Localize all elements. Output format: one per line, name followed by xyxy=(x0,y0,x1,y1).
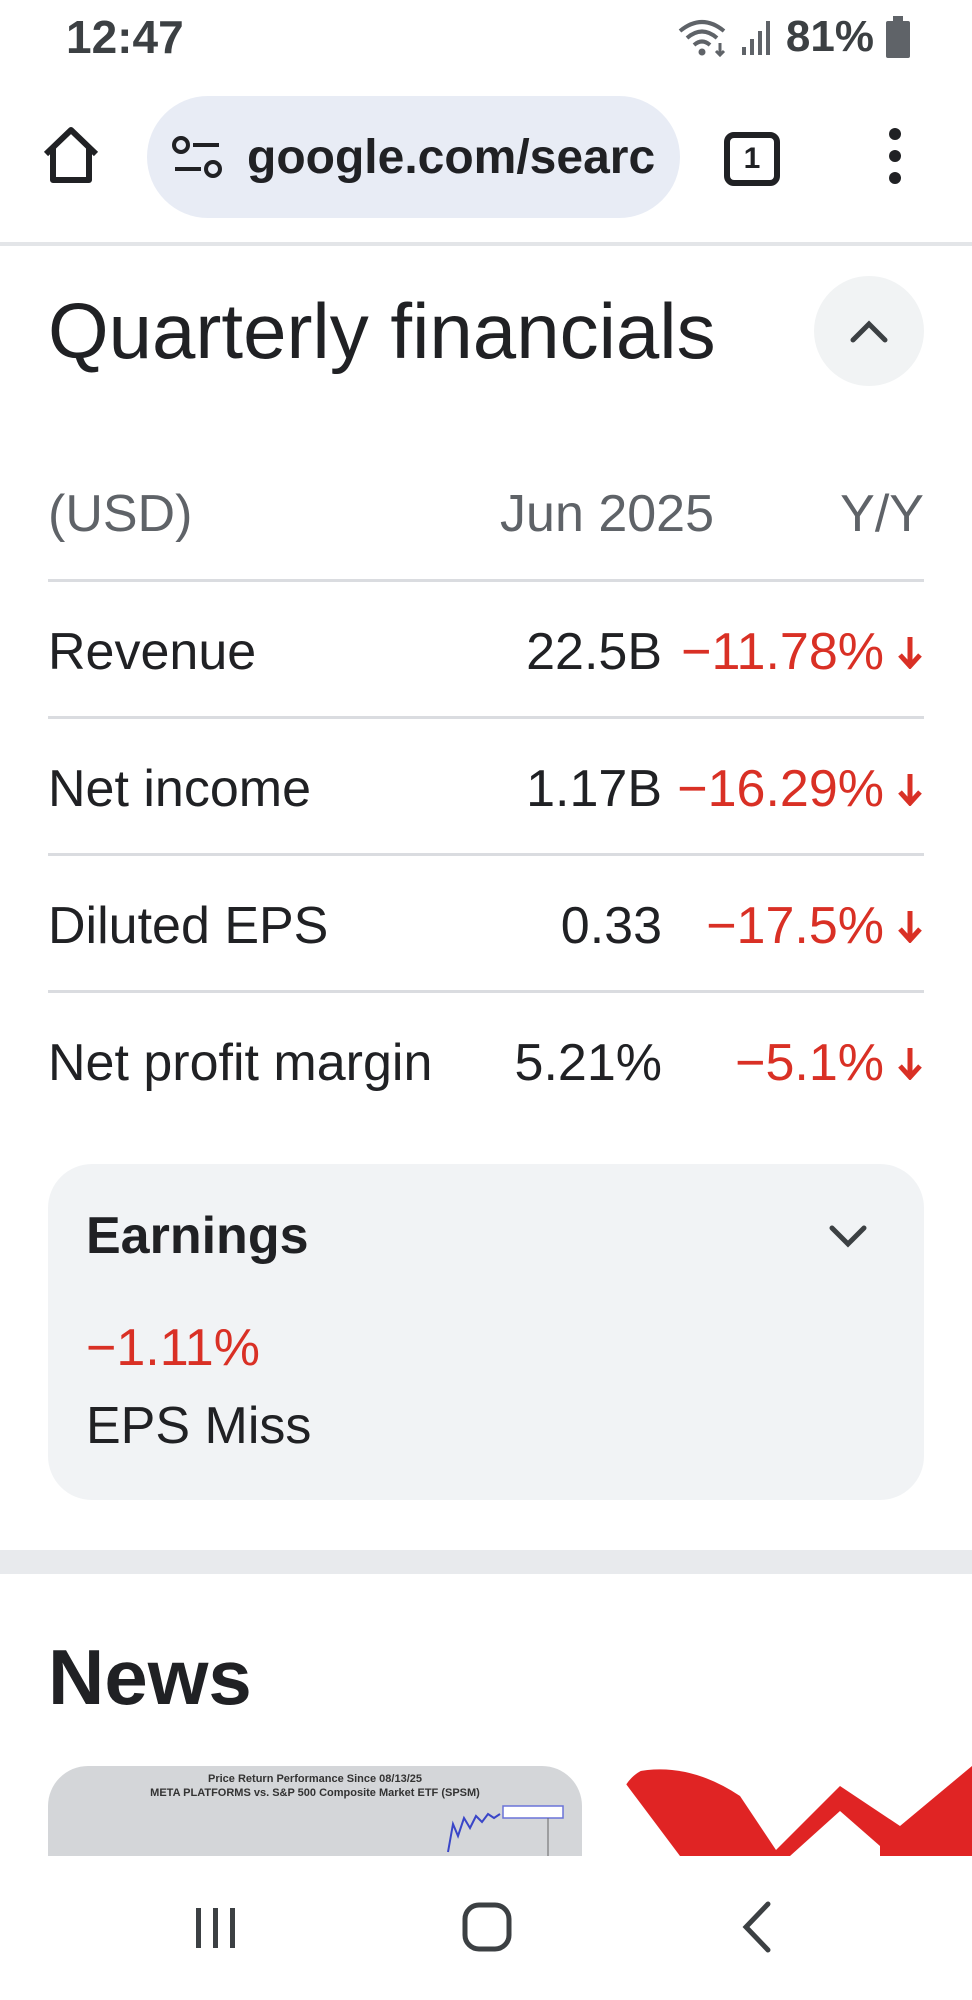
news-card[interactable]: Price Return Performance Since 08/13/25 … xyxy=(48,1766,582,1856)
nav-home-icon[interactable] xyxy=(462,1902,512,1952)
battery-percent: 81% xyxy=(785,12,874,61)
row-change-text: −11.78% xyxy=(681,623,884,681)
header-period: Jun 2025 xyxy=(500,485,714,543)
arrow-down-icon xyxy=(898,1048,922,1080)
signal-icon xyxy=(741,21,770,55)
row-label: Diluted EPS xyxy=(48,897,329,955)
row-value: 5.21% xyxy=(514,1034,662,1092)
site-info-icon[interactable] xyxy=(171,135,223,179)
header-change: Y/Y xyxy=(840,485,924,543)
tabs-icon[interactable]: 1 xyxy=(724,132,780,186)
row-change: −5.1% xyxy=(735,1033,924,1093)
news-thumbnail-chart xyxy=(447,1805,564,1856)
url-bar[interactable]: google.com/search xyxy=(147,96,680,218)
chevron-down-icon[interactable] xyxy=(826,1222,870,1252)
back-icon[interactable] xyxy=(742,1900,772,1954)
news-title: News xyxy=(48,1633,252,1721)
arrow-down-icon xyxy=(898,774,922,806)
status-icons: 81% xyxy=(676,12,910,62)
news-thumbnail-logo xyxy=(620,1766,972,1856)
row-value: 0.33 xyxy=(560,897,662,955)
row-label: Revenue xyxy=(48,623,257,681)
table-row-diluted-eps: Diluted EPS 0.33 −17.5% xyxy=(48,856,924,993)
recents-icon[interactable] xyxy=(192,1906,240,1950)
row-value: 22.5B xyxy=(526,623,662,681)
news-thumbnail-caption-line2: META PLATFORMS vs. S&P 500 Composite Mar… xyxy=(150,1787,480,1799)
row-change: −17.5% xyxy=(706,896,924,956)
row-change-text: −17.5% xyxy=(706,897,884,955)
arrow-down-icon xyxy=(898,637,922,669)
battery-icon xyxy=(886,16,910,58)
news-card[interactable] xyxy=(620,1766,972,1856)
row-label: Net income xyxy=(48,760,311,818)
status-bar: 12:47 81% xyxy=(0,0,972,72)
section-title: Quarterly financials xyxy=(48,287,716,375)
earnings-card[interactable]: Earnings −1.11% EPS Miss xyxy=(48,1164,924,1500)
more-vert-icon[interactable] xyxy=(880,126,910,186)
earnings-change: −1.11% xyxy=(86,1319,260,1377)
home-icon[interactable] xyxy=(40,124,102,186)
header-unit: (USD) xyxy=(48,485,193,543)
news-thumbnail-caption: Price Return Performance Since 08/13/25 … xyxy=(48,1772,582,1800)
collapse-button[interactable] xyxy=(814,276,924,386)
row-value: 1.17B xyxy=(526,760,662,818)
tab-count: 1 xyxy=(743,142,761,175)
table-row-net-income: Net income 1.17B −16.29% xyxy=(48,719,924,856)
table-row-revenue: Revenue 22.5B −11.78% xyxy=(48,582,924,719)
row-change-text: −16.29% xyxy=(677,760,884,818)
earnings-title: Earnings xyxy=(86,1207,309,1265)
url-text[interactable]: google.com/search xyxy=(247,130,657,184)
news-thumbnail-caption-line1: Price Return Performance Since 08/13/25 xyxy=(208,1773,422,1785)
financials-table: (USD) Jun 2025 Y/Y Revenue 22.5B −11.78%… xyxy=(48,462,924,1130)
browser-toolbar: google.com/search 1 xyxy=(0,96,972,220)
row-change: −11.78% xyxy=(681,622,924,682)
row-change-text: −5.1% xyxy=(735,1034,884,1092)
table-row-net-profit-margin: Net profit margin 5.21% −5.1% xyxy=(48,993,924,1130)
wifi-icon xyxy=(678,20,726,57)
chevron-up-icon xyxy=(850,320,888,343)
status-time: 12:47 xyxy=(66,11,184,63)
row-change: −16.29% xyxy=(677,759,924,819)
table-header: (USD) Jun 2025 Y/Y xyxy=(48,462,924,582)
section-divider xyxy=(0,1550,972,1574)
earnings-status: EPS Miss xyxy=(86,1397,312,1455)
toolbar-divider xyxy=(0,242,972,246)
system-nav-bar xyxy=(0,1856,972,2000)
row-label: Net profit margin xyxy=(48,1034,433,1092)
arrow-down-icon xyxy=(898,911,922,943)
